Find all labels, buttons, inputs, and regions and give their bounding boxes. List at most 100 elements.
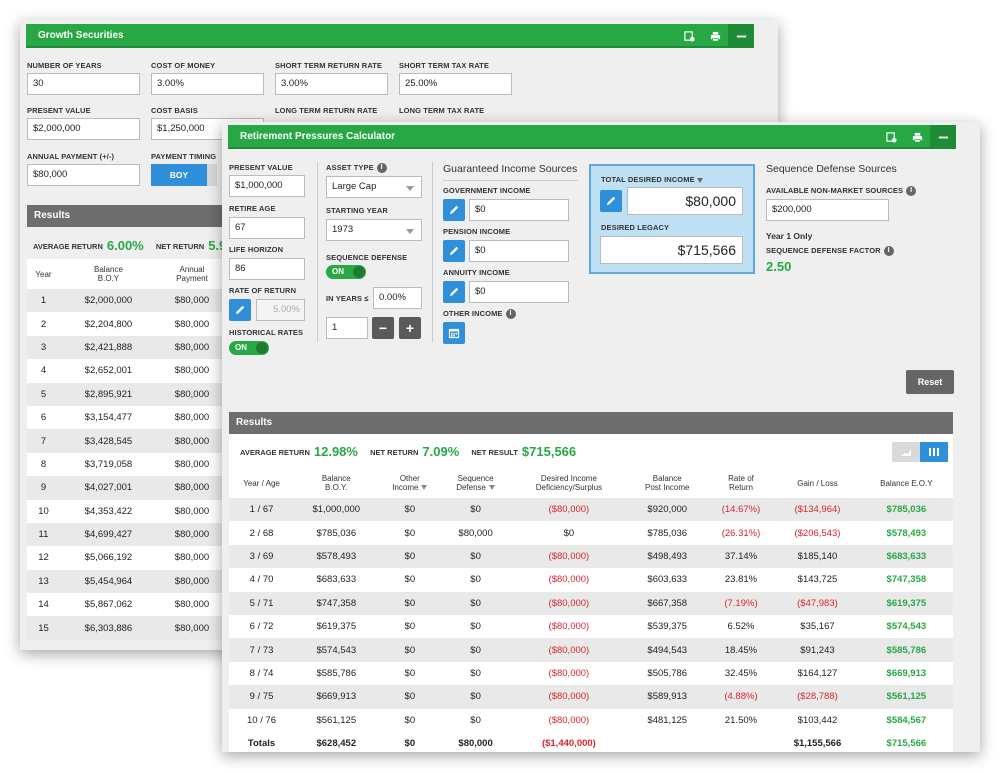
minimize-icon[interactable] xyxy=(930,125,956,149)
table-cell: $0 xyxy=(378,685,442,709)
print-icon[interactable] xyxy=(904,125,930,149)
chart-view-icon[interactable] xyxy=(892,442,920,462)
asset-type-label: ASSET TYPE i xyxy=(326,163,387,174)
column-header: Other Income xyxy=(378,468,442,498)
cost-money-input[interactable]: 3.00% xyxy=(151,73,264,95)
payment-timing-toggle[interactable]: BOY xyxy=(151,164,217,186)
ror-edit-button[interactable] xyxy=(229,299,251,321)
lt-return-label: LONG TERM RETURN RATE xyxy=(275,106,378,115)
settings-icon[interactable] xyxy=(676,24,702,48)
st-return-input[interactable]: 3.00% xyxy=(275,73,388,95)
calendar-icon xyxy=(448,328,460,339)
column-header: Balance E.O.Y xyxy=(859,468,953,498)
table-cell: $2,204,800 xyxy=(59,312,157,336)
table-cell: $80,000 xyxy=(156,616,227,640)
table-cell: (26.31%) xyxy=(706,521,776,545)
table-row: 7 / 73 $574,543 $0 $0 ($80,000) $494,543 18.45… xyxy=(229,638,953,662)
table-cell: $3,428,545 xyxy=(59,429,157,453)
table-cell: $0 xyxy=(441,568,511,592)
pv-input[interactable]: $1,000,000 xyxy=(229,175,305,197)
table-row: 5 $2,895,921 $80,000 xyxy=(27,382,227,406)
table-cell: $585,786 xyxy=(294,661,379,686)
annuity-income-input[interactable]: $0 xyxy=(469,281,569,303)
table-cell: ($80,000) xyxy=(510,568,628,592)
pension-income-input[interactable]: $0 xyxy=(469,240,569,262)
column-header: Year / Age xyxy=(229,468,295,498)
table-cell: $603,633 xyxy=(627,568,707,592)
decrement-button[interactable]: − xyxy=(372,317,394,339)
gis-title: Guaranteed Income Sources xyxy=(443,163,578,175)
start-year-select[interactable]: 1973 xyxy=(326,219,422,241)
table-cell: $0 xyxy=(378,614,442,639)
pension-edit-button[interactable] xyxy=(443,240,465,262)
sort-caret-icon[interactable] xyxy=(421,485,428,491)
asset-type-select[interactable]: Large Cap xyxy=(326,176,422,198)
table-cell: $561,125 xyxy=(294,708,379,732)
gov-income-label: GOVERNMENT INCOME xyxy=(443,186,531,195)
results-bar: Results xyxy=(229,412,953,434)
table-row: 9 $4,027,001 $80,000 xyxy=(27,476,227,500)
reset-button[interactable]: Reset xyxy=(906,370,954,394)
column-header: Sequence Defense xyxy=(441,468,511,498)
ror-input[interactable]: 5.00% xyxy=(256,299,305,321)
growth-results-table: Year Balance B.O.Y Annual Payment 1 $2,000,00… xyxy=(27,259,227,640)
tdi-label: TOTAL DESIRED INCOME xyxy=(601,175,703,184)
table-cell: $505,786 xyxy=(627,661,707,686)
info-icon[interactable]: i xyxy=(883,246,894,257)
gov-edit-button[interactable] xyxy=(443,199,465,221)
table-cell: 9 / 75 xyxy=(229,685,295,709)
stepper-input[interactable]: 1 xyxy=(326,317,368,339)
annuity-edit-button[interactable] xyxy=(443,281,465,303)
table-cell: $80,000 xyxy=(156,429,227,453)
table-cell: 23.81% xyxy=(706,568,776,592)
table-row: 9 / 75 $669,913 $0 $0 ($80,000) $589,913 (4.88… xyxy=(229,685,953,709)
sort-caret-icon[interactable] xyxy=(488,485,495,491)
table-row: Totals $628,452 $0 $80,000 ($1,440,000) $1,15… xyxy=(229,731,953,752)
tdi-input[interactable]: $80,000 xyxy=(627,187,743,215)
table-cell: $669,913 xyxy=(294,685,379,709)
table-cell: $667,358 xyxy=(627,591,707,615)
table-cell: $2,000,000 xyxy=(59,289,157,313)
years-label: NUMBER OF YEARS xyxy=(27,61,102,70)
info-icon[interactable]: i xyxy=(505,309,516,320)
table-cell: $80,000 xyxy=(441,731,511,752)
pv-input[interactable]: $2,000,000 xyxy=(27,118,140,140)
gov-income-input[interactable]: $0 xyxy=(469,199,569,221)
table-cell: ($28,788) xyxy=(775,685,860,709)
annual-payment-input[interactable]: $80,000 xyxy=(27,164,140,186)
pension-income-label: PENSION INCOME xyxy=(443,227,511,236)
settings-icon[interactable] xyxy=(878,125,904,149)
anm-input[interactable]: $200,000 xyxy=(766,199,889,221)
desired-income-box: TOTAL DESIRED INCOME $80,000 DESIRED LEG… xyxy=(589,164,755,274)
eoy-option[interactable] xyxy=(207,164,217,186)
table-view-icon[interactable] xyxy=(920,442,948,462)
boy-option[interactable]: BOY xyxy=(151,164,207,186)
life-horizon-input[interactable]: 86 xyxy=(229,258,305,280)
other-income-calendar-button[interactable] xyxy=(443,322,465,344)
retire-age-input[interactable]: 67 xyxy=(229,217,305,239)
start-year-label: STARTING YEAR xyxy=(326,206,388,215)
st-tax-input[interactable]: 25.00% xyxy=(399,73,512,95)
info-icon[interactable]: i xyxy=(376,163,387,174)
seq-def-toggle[interactable]: ON xyxy=(326,265,366,279)
table-cell: $6,303,886 xyxy=(59,616,157,640)
table-cell: $2,652,001 xyxy=(59,359,157,383)
table-cell: $4,699,427 xyxy=(59,522,157,547)
years-input[interactable]: 30 xyxy=(27,73,140,95)
view-toggle[interactable] xyxy=(892,442,948,462)
table-cell: $747,358 xyxy=(294,591,379,615)
info-icon[interactable]: i xyxy=(906,186,917,197)
table-cell: $1,155,566 xyxy=(775,731,860,752)
table-row: 4 / 70 $683,633 $0 $0 ($80,000) $603,633 23.81… xyxy=(229,568,953,592)
table-cell: $619,375 xyxy=(859,591,953,615)
hist-rates-toggle[interactable]: ON xyxy=(229,341,269,355)
retirement-results-table: Year / Age Balance B.O.Y. Other Income Sequen… xyxy=(229,468,953,752)
increment-button[interactable]: + xyxy=(399,317,421,339)
print-icon[interactable] xyxy=(702,24,728,48)
minimize-icon[interactable] xyxy=(728,24,754,48)
in-years-input[interactable]: 0.00% xyxy=(373,287,422,309)
table-cell: 8 xyxy=(27,452,60,477)
tdi-edit-button[interactable] xyxy=(600,190,622,212)
table-cell: $0 xyxy=(378,521,442,545)
legacy-input[interactable]: $715,566 xyxy=(600,236,743,264)
